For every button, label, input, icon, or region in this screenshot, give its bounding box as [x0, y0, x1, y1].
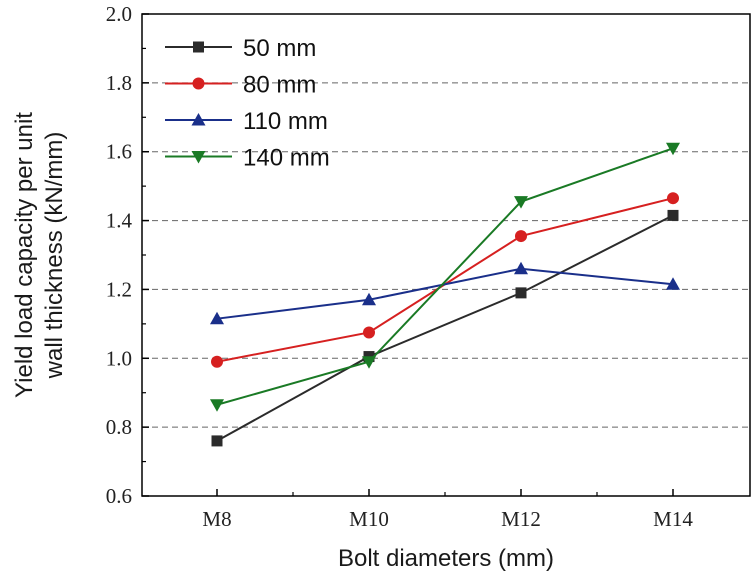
data-point	[515, 287, 527, 299]
y-tick-label: 1.0	[106, 346, 132, 370]
legend-entry: 140 mm	[165, 145, 330, 172]
series-80-mm	[211, 192, 679, 368]
data-point	[667, 192, 679, 205]
series-line	[216, 267, 674, 320]
y-axis-title-line-1: Yield load capacity per unit	[11, 112, 38, 398]
data-point	[210, 399, 224, 412]
series-50-mm	[211, 209, 679, 447]
series-110-mm	[210, 261, 680, 325]
legend-marker	[192, 77, 205, 90]
y-tick-label: 2.0	[106, 2, 132, 26]
legend-entry: 50 mm	[165, 35, 316, 62]
legend-marker	[191, 151, 206, 164]
legend-marker	[193, 41, 204, 53]
grid-lines	[142, 82, 750, 428]
legend-marker	[191, 113, 206, 126]
x-tick-label: M14	[653, 507, 693, 531]
y-tick-label: 0.8	[106, 415, 132, 439]
y-tick-label: 1.8	[106, 71, 132, 95]
series-line	[216, 214, 674, 442]
legend-entry: 80 mm	[165, 72, 316, 99]
series-140-mm	[210, 142, 680, 412]
data-point	[667, 209, 679, 221]
data-point	[514, 196, 528, 209]
series-line	[216, 147, 674, 406]
x-axis-title: Bolt diameters (mm)	[338, 545, 554, 572]
y-tick-label: 1.6	[106, 140, 132, 164]
y-axis-title-line-2: wall thickness (kN/mm)	[41, 132, 68, 380]
x-tick-label: M10	[349, 507, 389, 531]
data-point	[515, 230, 527, 243]
y-tick-label: 1.4	[106, 209, 133, 233]
data-point	[666, 142, 680, 156]
legend-label: 50 mm	[243, 35, 316, 62]
data-point	[362, 356, 376, 369]
x-tick-label: M8	[202, 507, 231, 531]
legend-entry: 110 mm	[165, 108, 328, 135]
data-point	[211, 435, 223, 447]
data-point	[210, 311, 224, 325]
legend-label: 140 mm	[243, 145, 330, 172]
axes: 0.6 0.8 1.0 1.2 1.4 1.6 1.8 2.0 M8 M10 M12 M14	[106, 2, 694, 531]
y-tick-label: 1.2	[106, 277, 132, 301]
x-tick-label: M12	[501, 507, 541, 531]
series-group	[210, 142, 680, 447]
legend: 50 mm 80 mm 110 mm 140 mm	[165, 35, 330, 172]
data-point	[362, 292, 376, 306]
data-point	[514, 261, 528, 275]
legend-label: 110 mm	[243, 108, 328, 135]
y-tick-label: 0.6	[106, 484, 132, 508]
data-point	[211, 355, 223, 368]
plot-frame	[141, 13, 751, 497]
data-point	[666, 277, 680, 290]
series-line	[216, 197, 674, 363]
data-point	[363, 326, 375, 339]
legend-label: 80 mm	[243, 72, 316, 99]
